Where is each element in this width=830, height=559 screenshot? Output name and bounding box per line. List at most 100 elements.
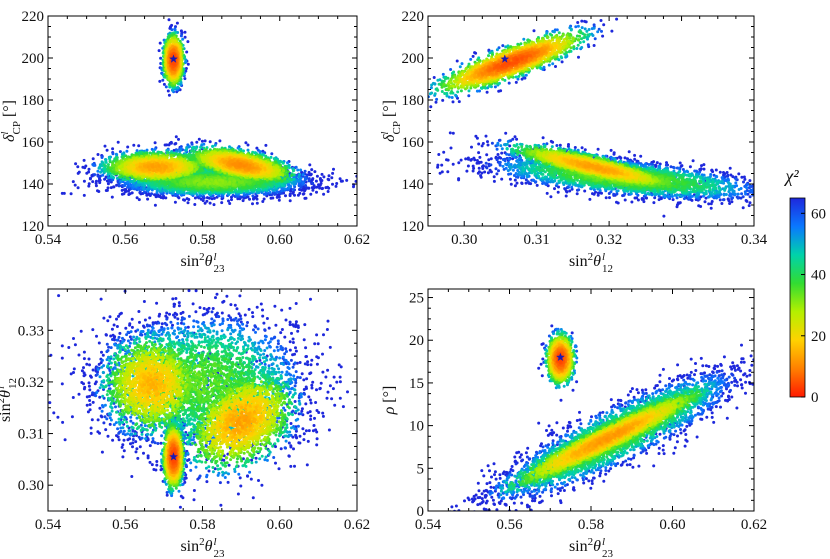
data-point	[211, 144, 215, 148]
data-point	[221, 179, 225, 183]
data-point	[217, 194, 221, 198]
data-point	[91, 180, 95, 184]
data-point	[115, 153, 119, 157]
data-point	[126, 145, 130, 149]
data-point	[94, 181, 98, 185]
data-point	[208, 140, 212, 144]
data-point	[119, 164, 123, 168]
data-point	[359, 166, 362, 169]
data-point	[87, 184, 91, 188]
data-point	[332, 167, 335, 171]
data-point	[290, 174, 294, 177]
data-point	[312, 184, 316, 188]
data-point	[112, 164, 116, 167]
data-point	[199, 197, 203, 201]
data-point	[158, 41, 162, 45]
data-point	[183, 35, 187, 39]
data-point	[74, 162, 78, 166]
data-point	[162, 82, 166, 86]
data-point	[251, 194, 255, 198]
data-point	[292, 173, 296, 177]
data-point	[161, 78, 165, 82]
data-point	[101, 173, 105, 177]
data-point	[159, 56, 163, 60]
data-point	[246, 195, 250, 199]
data-point	[186, 40, 190, 44]
data-point	[170, 28, 174, 32]
data-point	[255, 146, 259, 150]
data-point	[227, 199, 230, 203]
data-point	[310, 186, 314, 190]
data-point	[237, 180, 241, 184]
data-point	[147, 192, 151, 196]
data-point	[106, 186, 110, 190]
data-point	[308, 163, 312, 167]
data-point	[93, 173, 97, 177]
data-point	[293, 193, 296, 197]
data-point	[275, 168, 279, 172]
data-point	[105, 148, 109, 152]
data-point	[105, 188, 109, 192]
data-point	[177, 137, 180, 141]
data-point	[190, 142, 194, 146]
data-point	[145, 148, 149, 152]
data-point	[166, 89, 170, 93]
data-point	[317, 183, 320, 187]
data-point	[98, 178, 102, 182]
data-point	[205, 196, 209, 200]
data-point	[193, 203, 197, 206]
data-point	[264, 192, 268, 196]
data-point	[102, 167, 106, 171]
data-point	[85, 171, 89, 175]
data-point	[71, 180, 75, 184]
data-point	[104, 169, 107, 173]
data-point	[157, 49, 161, 53]
data-point	[286, 161, 289, 165]
data-point	[278, 173, 282, 177]
data-point	[228, 177, 232, 181]
data-point	[288, 185, 291, 189]
data-point	[175, 182, 179, 186]
data-point	[111, 147, 115, 151]
data-point	[192, 156, 196, 160]
data-point	[331, 182, 334, 186]
data-point	[291, 191, 295, 195]
data-point	[174, 25, 177, 29]
data-point	[331, 171, 335, 175]
data-point	[288, 192, 292, 196]
data-point	[135, 183, 139, 187]
data-point	[262, 184, 266, 188]
data-point	[195, 140, 199, 144]
data-point	[98, 181, 102, 185]
data-point	[174, 135, 178, 139]
data-point	[315, 174, 319, 178]
panel-1: 0.54 0.56 0.58 0.60 0.62120140160180200220si…	[0, 9, 394, 275]
data-point	[391, 177, 394, 180]
data-point	[164, 85, 168, 89]
data-point	[137, 144, 141, 148]
data-point	[326, 190, 330, 193]
data-point	[184, 59, 188, 63]
data-point	[192, 150, 196, 154]
data-point	[304, 184, 308, 187]
data-point	[273, 191, 276, 195]
data-point	[320, 187, 324, 191]
data-point	[146, 197, 150, 201]
data-point	[195, 193, 199, 197]
data-point	[195, 179, 198, 183]
data-point	[116, 140, 120, 144]
data-point	[200, 139, 204, 143]
data-point	[92, 163, 96, 167]
data-point	[299, 168, 303, 172]
data-point	[202, 194, 206, 198]
data-point	[296, 168, 300, 172]
data-point	[218, 178, 221, 182]
data-point	[76, 171, 80, 175]
data-point	[99, 170, 103, 174]
data-point	[276, 193, 280, 197]
data-point	[280, 160, 284, 164]
data-point	[94, 184, 98, 188]
data-point	[179, 29, 183, 33]
data-point	[103, 144, 107, 148]
